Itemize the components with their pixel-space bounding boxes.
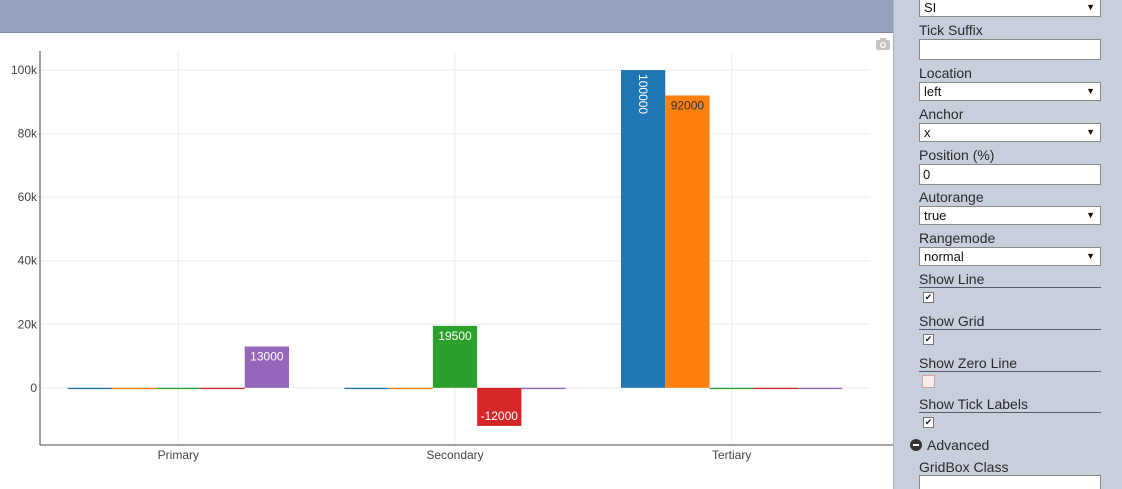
y-tick-label: 0	[30, 381, 37, 395]
y-tick-label: 80k	[18, 127, 38, 141]
advanced-toggle[interactable]: Advanced	[910, 437, 989, 453]
anchor-label: Anchor	[919, 106, 964, 122]
divider	[919, 329, 1101, 330]
x-tick-label: Primary	[158, 448, 199, 462]
bar	[200, 387, 245, 390]
anchor-select[interactable]: x ▼	[919, 123, 1101, 142]
divider	[919, 287, 1101, 288]
bar	[477, 387, 522, 426]
bar-chart: 0 20k 40k 60k 80k 100k 100000 92000 19500 -12000 1…	[11, 51, 893, 462]
show-line-checkbox[interactable]: ✔	[923, 292, 934, 303]
location-value: left	[924, 84, 942, 99]
bar	[67, 387, 112, 390]
divider	[919, 412, 1101, 413]
bar-data-label: 92000	[671, 98, 705, 112]
bar	[111, 387, 157, 390]
rangemode-select[interactable]: normal ▼	[919, 247, 1101, 266]
chevron-down-icon: ▼	[1086, 2, 1095, 12]
bar	[388, 387, 433, 390]
rangemode-label: Rangemode	[919, 230, 996, 246]
bar	[709, 387, 754, 390]
autorange-select[interactable]: true ▼	[919, 206, 1101, 225]
location-label: Location	[919, 65, 972, 81]
show-line-label: Show Line	[919, 271, 985, 287]
chevron-down-icon: ▼	[1086, 251, 1095, 261]
bar-data-label: -12000	[481, 409, 519, 423]
chevron-down-icon: ▼	[1086, 127, 1095, 137]
show-grid-label: Show Grid	[919, 313, 985, 329]
y-tick-label: 20k	[18, 317, 38, 331]
exponent-format-value: SI	[924, 0, 937, 15]
position-input[interactable]	[919, 164, 1101, 185]
show-tick-labels-checkbox[interactable]: ✔	[923, 417, 934, 428]
anchor-value: x	[924, 125, 931, 140]
bar	[621, 70, 666, 388]
autorange-label: Autorange	[919, 189, 984, 205]
bar-data-label: 19500	[438, 329, 472, 343]
bar	[521, 387, 566, 390]
x-tick-label: Tertiary	[712, 448, 751, 462]
bar	[244, 346, 289, 388]
advanced-label: Advanced	[927, 437, 990, 453]
bar	[432, 325, 478, 388]
y-tick-label: 100k	[11, 63, 38, 77]
bar	[753, 387, 799, 390]
chart-header-bar	[0, 0, 893, 33]
collapse-minus-icon	[910, 439, 922, 451]
tick-suffix-input[interactable]	[919, 39, 1101, 60]
show-grid-checkbox[interactable]: ✔	[923, 334, 934, 345]
rangemode-value: normal	[924, 249, 964, 264]
chevron-down-icon: ▼	[1086, 210, 1095, 220]
y-tick-label: 60k	[18, 190, 38, 204]
show-zero-line-checkbox[interactable]	[922, 375, 935, 388]
bar	[156, 387, 201, 390]
position-label: Position (%)	[919, 147, 995, 163]
bar	[798, 387, 843, 390]
gridbox-class-input[interactable]	[919, 475, 1101, 489]
show-tick-labels-label: Show Tick Labels	[919, 396, 1028, 412]
y-tick-label: 40k	[18, 254, 38, 268]
gridbox-class-label: GridBox Class	[919, 459, 1009, 475]
show-zero-line-label: Show Zero Line	[919, 355, 1018, 371]
exponent-format-select[interactable]: SI ▼	[919, 0, 1101, 17]
bar	[665, 95, 710, 388]
divider	[919, 371, 1101, 372]
autorange-value: true	[924, 208, 947, 223]
bar	[344, 387, 389, 390]
axis-settings-panel: SI ▼ Tick Suffix Location left ▼ Anchor …	[893, 0, 1122, 489]
x-tick-label: Secondary	[426, 448, 483, 462]
chevron-down-icon: ▼	[1086, 86, 1095, 96]
camera-icon[interactable]	[876, 38, 890, 50]
chart-panel: 0 20k 40k 60k 80k 100k 100000 92000 19500 -12000 1…	[0, 0, 893, 462]
location-select[interactable]: left ▼	[919, 82, 1101, 101]
bar-data-label: 100000	[636, 74, 650, 114]
bar-data-label: 13000	[250, 350, 284, 364]
tick-suffix-label: Tick Suffix	[919, 22, 983, 38]
